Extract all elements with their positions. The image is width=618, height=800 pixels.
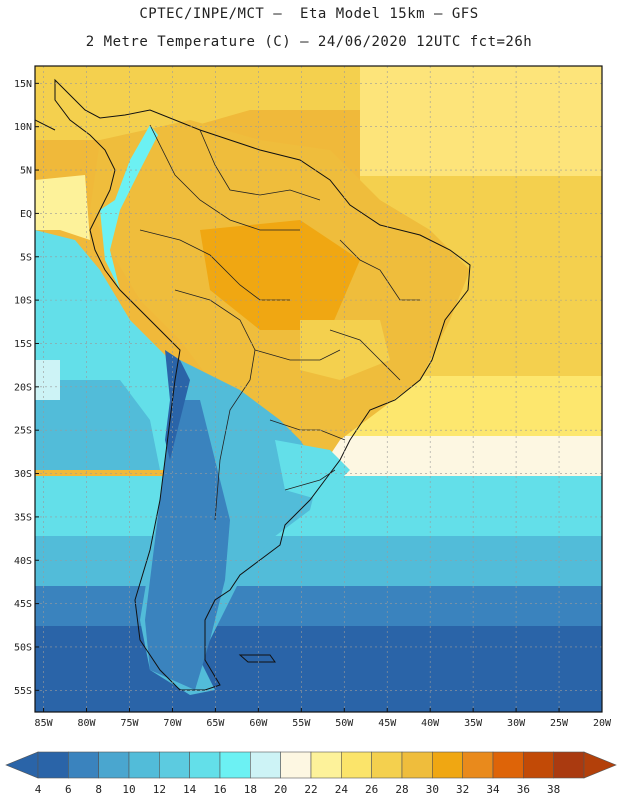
colorbar-swatch (128, 751, 160, 779)
colorbar-label: 26 (365, 783, 378, 796)
lat-label: 50S (14, 642, 32, 653)
map-frame (34, 65, 603, 713)
colorbar-arrow-right (583, 751, 617, 779)
lat-label: 55S (14, 686, 32, 697)
lon-label: 80W (78, 718, 97, 729)
colorbar-arrow-left (5, 751, 39, 779)
lon-label: 45W (378, 718, 397, 729)
colorbar: 4 6 8 10 12 14 16 18 20 22 24 26 28 30 32 34 36 38 (5, 751, 617, 796)
lon-label: 35W (464, 718, 483, 729)
colorbar-label: 16 (213, 783, 226, 796)
colorbar-label: 6 (65, 783, 72, 796)
lon-label: 85W (35, 718, 54, 729)
colorbar-swatch (159, 751, 190, 779)
lat-label: 5S (20, 252, 32, 263)
colorbar-swatch (371, 751, 403, 779)
lat-label: 40S (14, 556, 32, 567)
lat-label: 15N (14, 79, 32, 90)
colorbar-label: 4 (35, 783, 42, 796)
lon-label: 75W (120, 718, 139, 729)
colorbar-swatch (462, 751, 494, 779)
lat-label: 10N (14, 122, 32, 133)
lat-label: 30S (14, 469, 32, 480)
colorbar-swatch (98, 751, 130, 779)
colorbar-label: 30 (426, 783, 439, 796)
colorbar-label: 28 (395, 783, 408, 796)
map-title-line-2: 2 Metre Temperature (C) – 24/06/2020 12U… (85, 34, 533, 50)
colorbar-swatch (68, 751, 99, 779)
map-title-line-1: CPTEC/INPE/MCT – Eta Model 15km – GFS (139, 6, 479, 22)
colorbar-label: 14 (183, 783, 197, 796)
colorbar-swatch (553, 751, 585, 779)
lat-label: 45S (14, 599, 32, 610)
colorbar-swatch (341, 751, 372, 779)
coastlines (35, 78, 471, 691)
lon-label: 50W (335, 718, 354, 729)
colorbar-swatch (37, 751, 69, 779)
colorbar-label: 36 (517, 783, 530, 796)
lon-label: 40W (421, 718, 440, 729)
colorbar-swatch (219, 751, 251, 779)
lon-label: 60W (249, 718, 268, 729)
colorbar-swatch (492, 751, 524, 779)
lat-label: 5N (20, 166, 32, 177)
colorbar-label: 22 (304, 783, 317, 796)
colorbar-swatch (280, 751, 312, 779)
colorbar-swatch (250, 751, 281, 779)
lat-label: 25S (14, 426, 32, 437)
colorbar-label: 38 (547, 783, 560, 796)
colorbar-swatch (523, 751, 554, 779)
latitude-labels: 15N 10N 5N EQ 5S 10S 15S 20S 25S 30S 35S 40S 45S 50S 5… (14, 79, 39, 697)
colorbar-label: 18 (244, 783, 257, 796)
lat-label: 15S (14, 339, 32, 350)
lat-label: 10S (14, 296, 32, 307)
colorbar-label: 32 (456, 783, 469, 796)
lat-label: 20S (14, 382, 32, 393)
colorbar-swatch (432, 751, 463, 779)
lon-label: 55W (292, 718, 311, 729)
temperature-field (35, 66, 602, 712)
lat-label: EQ (20, 209, 32, 220)
lon-label: 20W (593, 718, 612, 729)
lon-label: 30W (507, 718, 526, 729)
lon-label: 65W (206, 718, 225, 729)
longitude-labels: 85W 80W 75W 70W 65W 60W 55W 50W 45W 40W 35W 30W 25W 2… (35, 708, 612, 729)
lon-label: 25W (550, 718, 569, 729)
colorbar-label: 34 (486, 783, 500, 796)
colorbar-swatch (310, 751, 342, 779)
colorbar-swatch (401, 751, 433, 779)
colorbar-swatch (189, 751, 221, 779)
colorbar-label: 8 (95, 783, 102, 796)
lat-label: 35S (14, 512, 32, 523)
colorbar-label: 12 (153, 783, 166, 796)
lon-label: 70W (163, 718, 182, 729)
colorbar-label: 10 (122, 783, 135, 796)
colorbar-label: 20 (274, 783, 287, 796)
colorbar-label: 24 (335, 783, 349, 796)
